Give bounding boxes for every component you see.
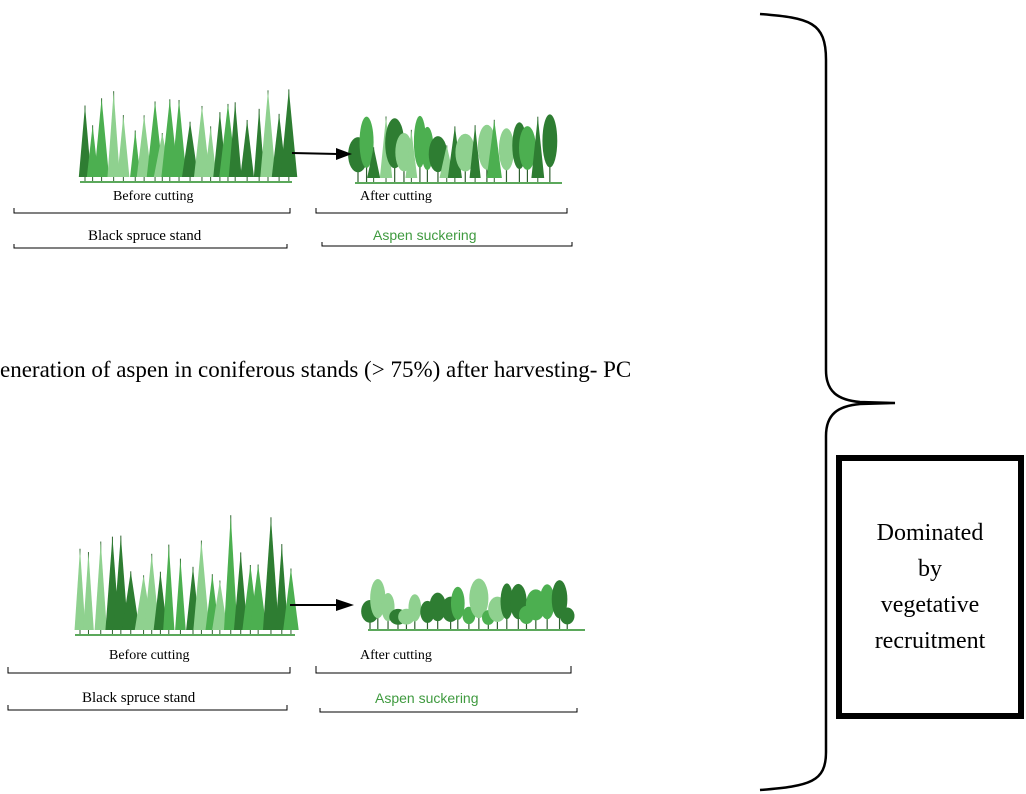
- aspen-tree: [539, 584, 555, 629]
- conifer-tree: [212, 580, 228, 634]
- box-line: by: [918, 556, 942, 582]
- conifer-tree: [117, 115, 130, 181]
- conifer-tree: [94, 98, 110, 181]
- box-line: vegetative: [880, 592, 980, 618]
- conifer-tree: [175, 558, 186, 634]
- conifer-tree: [204, 126, 217, 181]
- conifer-tree: [486, 119, 502, 182]
- label-bracket-before-bottom: [7, 667, 291, 674]
- result-label-top: Aspen suckering: [373, 227, 477, 243]
- conifer-tree: [153, 571, 168, 634]
- aspen-tree: [518, 126, 536, 182]
- aspen-tree: [500, 583, 514, 629]
- conifer-tree: [283, 568, 299, 634]
- conifer-tree: [233, 552, 248, 634]
- arrow-bottom: [290, 599, 354, 611]
- conifer-tree: [113, 535, 129, 634]
- conifer-tree: [136, 115, 152, 181]
- aspen-tree: [450, 586, 465, 629]
- label-bracket-result-top: [321, 242, 573, 247]
- conifer-tree: [262, 517, 279, 634]
- label-bracket-stand-top: [13, 244, 288, 249]
- conifer-tree: [193, 540, 210, 634]
- curly-brace: [759, 12, 896, 792]
- arrow-top: [291, 148, 352, 160]
- aspen-tree: [542, 114, 558, 182]
- conifer-tree: [531, 116, 545, 182]
- box-line: Dominated: [876, 520, 984, 546]
- before-cutting-label-bottom: Before cutting: [109, 648, 190, 663]
- conifer-tree: [280, 89, 298, 181]
- aspen-tree: [359, 116, 374, 182]
- conifer-tree: [130, 130, 141, 181]
- label-bracket-before-top: [13, 208, 291, 214]
- conifer-tree: [163, 544, 175, 634]
- conifer-tree: [240, 119, 254, 181]
- conifer-tree: [275, 544, 289, 634]
- conifer-tree: [260, 90, 276, 181]
- aspen-tree: [455, 133, 476, 182]
- conifer-tree: [78, 105, 92, 181]
- conifer-tree: [94, 541, 107, 634]
- label-bracket-after-top: [315, 208, 568, 214]
- aspen-tree: [408, 594, 422, 629]
- forest-before-cutting-bottom: [74, 515, 299, 634]
- conifer-tree: [193, 105, 210, 181]
- conifer-tree: [122, 571, 140, 634]
- aspen-tree: [429, 592, 447, 629]
- after-cutting-label-top: After cutting: [360, 189, 432, 204]
- caption-text: eneration of aspen in coniferous stands …: [0, 357, 632, 382]
- conifer-tree: [253, 108, 265, 181]
- conifer-tree: [405, 129, 418, 182]
- label-bracket-result-bottom: [319, 708, 578, 713]
- before-cutting-label-top: Before cutting: [113, 189, 194, 204]
- stand-label-top: Black spruce stand: [88, 228, 202, 244]
- conifer-tree: [223, 515, 238, 634]
- forest-after-cutting-top: [348, 114, 558, 182]
- conifer-tree: [228, 102, 242, 181]
- conifer-tree: [249, 564, 267, 634]
- aspen-tree: [498, 128, 515, 182]
- aspen-tree: [469, 578, 489, 629]
- conifer-tree: [144, 553, 160, 634]
- conifer-tree: [181, 121, 199, 181]
- conifer-tree: [171, 99, 187, 181]
- conifer-tree: [469, 125, 481, 182]
- forest-after-cutting-bottom: [361, 578, 575, 629]
- result-label-bottom: Aspen suckering: [375, 690, 479, 706]
- label-bracket-stand-bottom: [7, 705, 288, 711]
- dominated-box: Dominated by vegetative recruitment: [836, 455, 1024, 719]
- aspen-tree: [559, 607, 575, 629]
- forest-before-cutting-top: [78, 89, 298, 181]
- conifer-tree: [107, 91, 120, 181]
- conifer-tree: [74, 548, 86, 634]
- box-line: recruitment: [874, 628, 986, 654]
- after-cutting-label-bottom: After cutting: [360, 648, 432, 663]
- dominated-box-text: Dominated by vegetative recruitment: [845, 515, 1015, 659]
- label-bracket-after-bottom: [315, 666, 572, 674]
- conifer-tree: [83, 552, 94, 634]
- stand-label-bottom: Black spruce stand: [82, 690, 196, 706]
- conifer-tree: [367, 147, 381, 182]
- aspen-tree: [428, 136, 448, 182]
